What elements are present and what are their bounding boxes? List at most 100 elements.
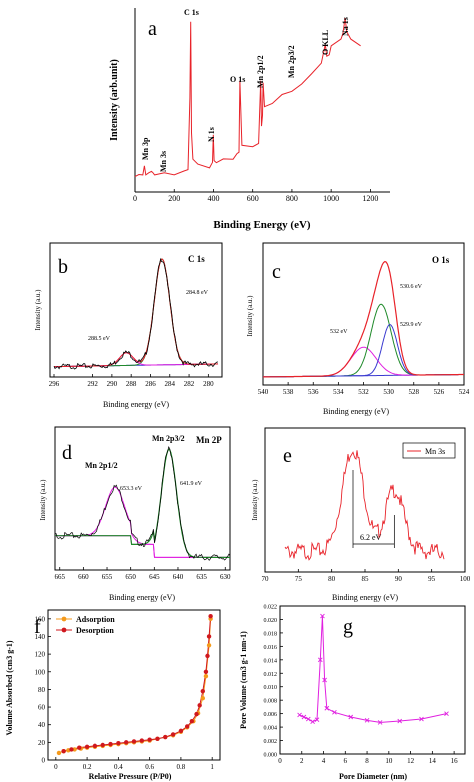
y-tick-label: 0.006 [264,712,278,718]
c-x-ticks: 540 538 536 534 532 530 528 526 524 [258,382,470,396]
adsorption-point [203,673,209,679]
x-tick-label: 282 [184,380,195,388]
b-x-label: Binding energy (eV) [103,400,169,409]
x-tick-label: 1200 [362,194,378,203]
x-tick-label: 526 [434,388,445,396]
psd-point [297,712,302,718]
d-ann-mn2p32: Mn 2p3/2 [152,434,185,443]
g-x-label: Pore Diameter (nm) [339,772,407,781]
f-desorption-line [63,616,212,752]
x-tick-label: 630 [220,573,231,581]
x-tick-label: 1000 [323,194,339,203]
b-frame [49,242,223,378]
a-ann-o1s: O 1s [230,75,245,84]
x-tick-label: 540 [258,388,269,396]
psd-point [301,714,307,720]
b-x-ticks: 296 292 290 288 286 284 282 280 [49,374,214,388]
e-mn3s-line [284,450,445,561]
x-tick-label: 284 [165,380,176,388]
b-y-label: Intensity (a.u.) [34,289,42,331]
y-tick-label: 0.016 [264,645,278,651]
b-envelope [54,258,219,368]
y-tick-label: 40 [38,721,46,729]
x-tick-label: 0 [54,763,58,771]
x-tick-label: 290 [107,380,118,388]
desorption-point [203,669,209,674]
psd-point [322,677,327,683]
desorption-point [100,742,105,748]
x-tick-label: 650 [125,573,136,581]
y-tick-label: 0 [42,757,46,765]
x-tick-label: 292 [87,380,98,388]
x-tick-label: 534 [333,388,344,396]
f-x-label: Relative Pressure (P/P0) [89,772,172,781]
desorption-point [147,737,152,742]
y-tick-label: 0.012 [264,672,278,678]
psd-point [310,719,315,725]
y-tick-label: 160 [35,615,46,623]
x-tick-label: 288 [126,380,137,388]
x-tick-label: 524 [459,388,470,396]
y-tick-label: 140 [35,633,46,641]
desorption-point [84,744,90,749]
desorption-point [178,728,184,734]
desorption-point [206,634,212,639]
x-tick-label: 0.2 [83,763,92,771]
desorption-point [131,739,137,744]
c-fit-530 [263,303,464,378]
a-survey-line [134,18,361,178]
panel-label-d: d [62,442,72,464]
c-title: O 1s [432,255,450,265]
d-ann-mn2p12: Mn 2p1/2 [85,461,118,470]
a-ann-na1s: Na 1s [341,17,350,36]
g-y-label: Pore Volume (cm3 g-1 nm-1) [239,631,248,729]
e-x-label: Binding energy (eV) [332,593,398,602]
g-psd-line [299,616,447,723]
f-desorption-points [61,613,213,754]
x-tick-label: 538 [283,388,294,396]
panel-a: 0 200 400 600 800 1000 1200 a Binding Energy (… [109,8,390,231]
panel-e: 70 75 80 85 90 95 100 6.2 eV e Mn 3s Binding e… [251,427,471,602]
g-frame [279,605,466,755]
e-legend [402,442,456,459]
a-x-ticks: 0 200 400 600 800 1000 1200 [133,189,378,203]
d-ann-641: 641.9 eV [180,481,203,487]
y-tick-label: 0.018 [264,631,278,637]
psd-point [305,716,311,722]
desorption-point [108,741,113,747]
a-ann-mn3s: Mn 3s [159,151,168,172]
x-tick-label: 2 [300,757,304,765]
d-y-label: Intensity (a.u.) [39,479,47,521]
c-fit-532 [263,346,464,378]
desorption-point [116,741,121,746]
c-x-label: Binding energy (eV) [323,407,389,416]
x-tick-label: 0.4 [114,763,123,771]
desorption-point [205,653,210,659]
x-tick-label: 645 [149,573,160,581]
y-tick-label: 20 [38,739,46,747]
a-x-label: Binding Energy (eV) [213,219,311,231]
d-title: Mn 2P [196,435,222,445]
psd-point [419,716,424,722]
panel-b: 296 292 290 288 286 284 282 280 b C 1s 284.8 eV… [34,242,223,409]
d-ann-653: 653.3 eV [120,486,143,492]
desorption-point [77,745,82,750]
panel-c: 540 538 536 534 532 530 528 526 524 c O 1s 530.6… [246,242,470,416]
x-tick-label: 800 [286,194,298,203]
desorption-point [139,738,145,743]
x-tick-label: 655 [102,573,113,581]
panel-label-a: a [148,18,157,40]
x-tick-label: 6 [344,757,348,765]
x-tick-label: 536 [308,388,319,396]
x-tick-label: 10 [385,757,393,765]
e-legend-label: Mn 3s [425,447,445,456]
adsorption-point [206,643,212,648]
d-fit-2p32 [55,448,230,559]
adsorption-point [72,747,77,752]
f-adsorption-line [58,618,212,754]
y-tick-label: 0.004 [264,726,278,732]
x-tick-label: 660 [78,573,89,581]
x-tick-label: 0 [133,194,137,203]
d-raw-data [54,446,231,561]
